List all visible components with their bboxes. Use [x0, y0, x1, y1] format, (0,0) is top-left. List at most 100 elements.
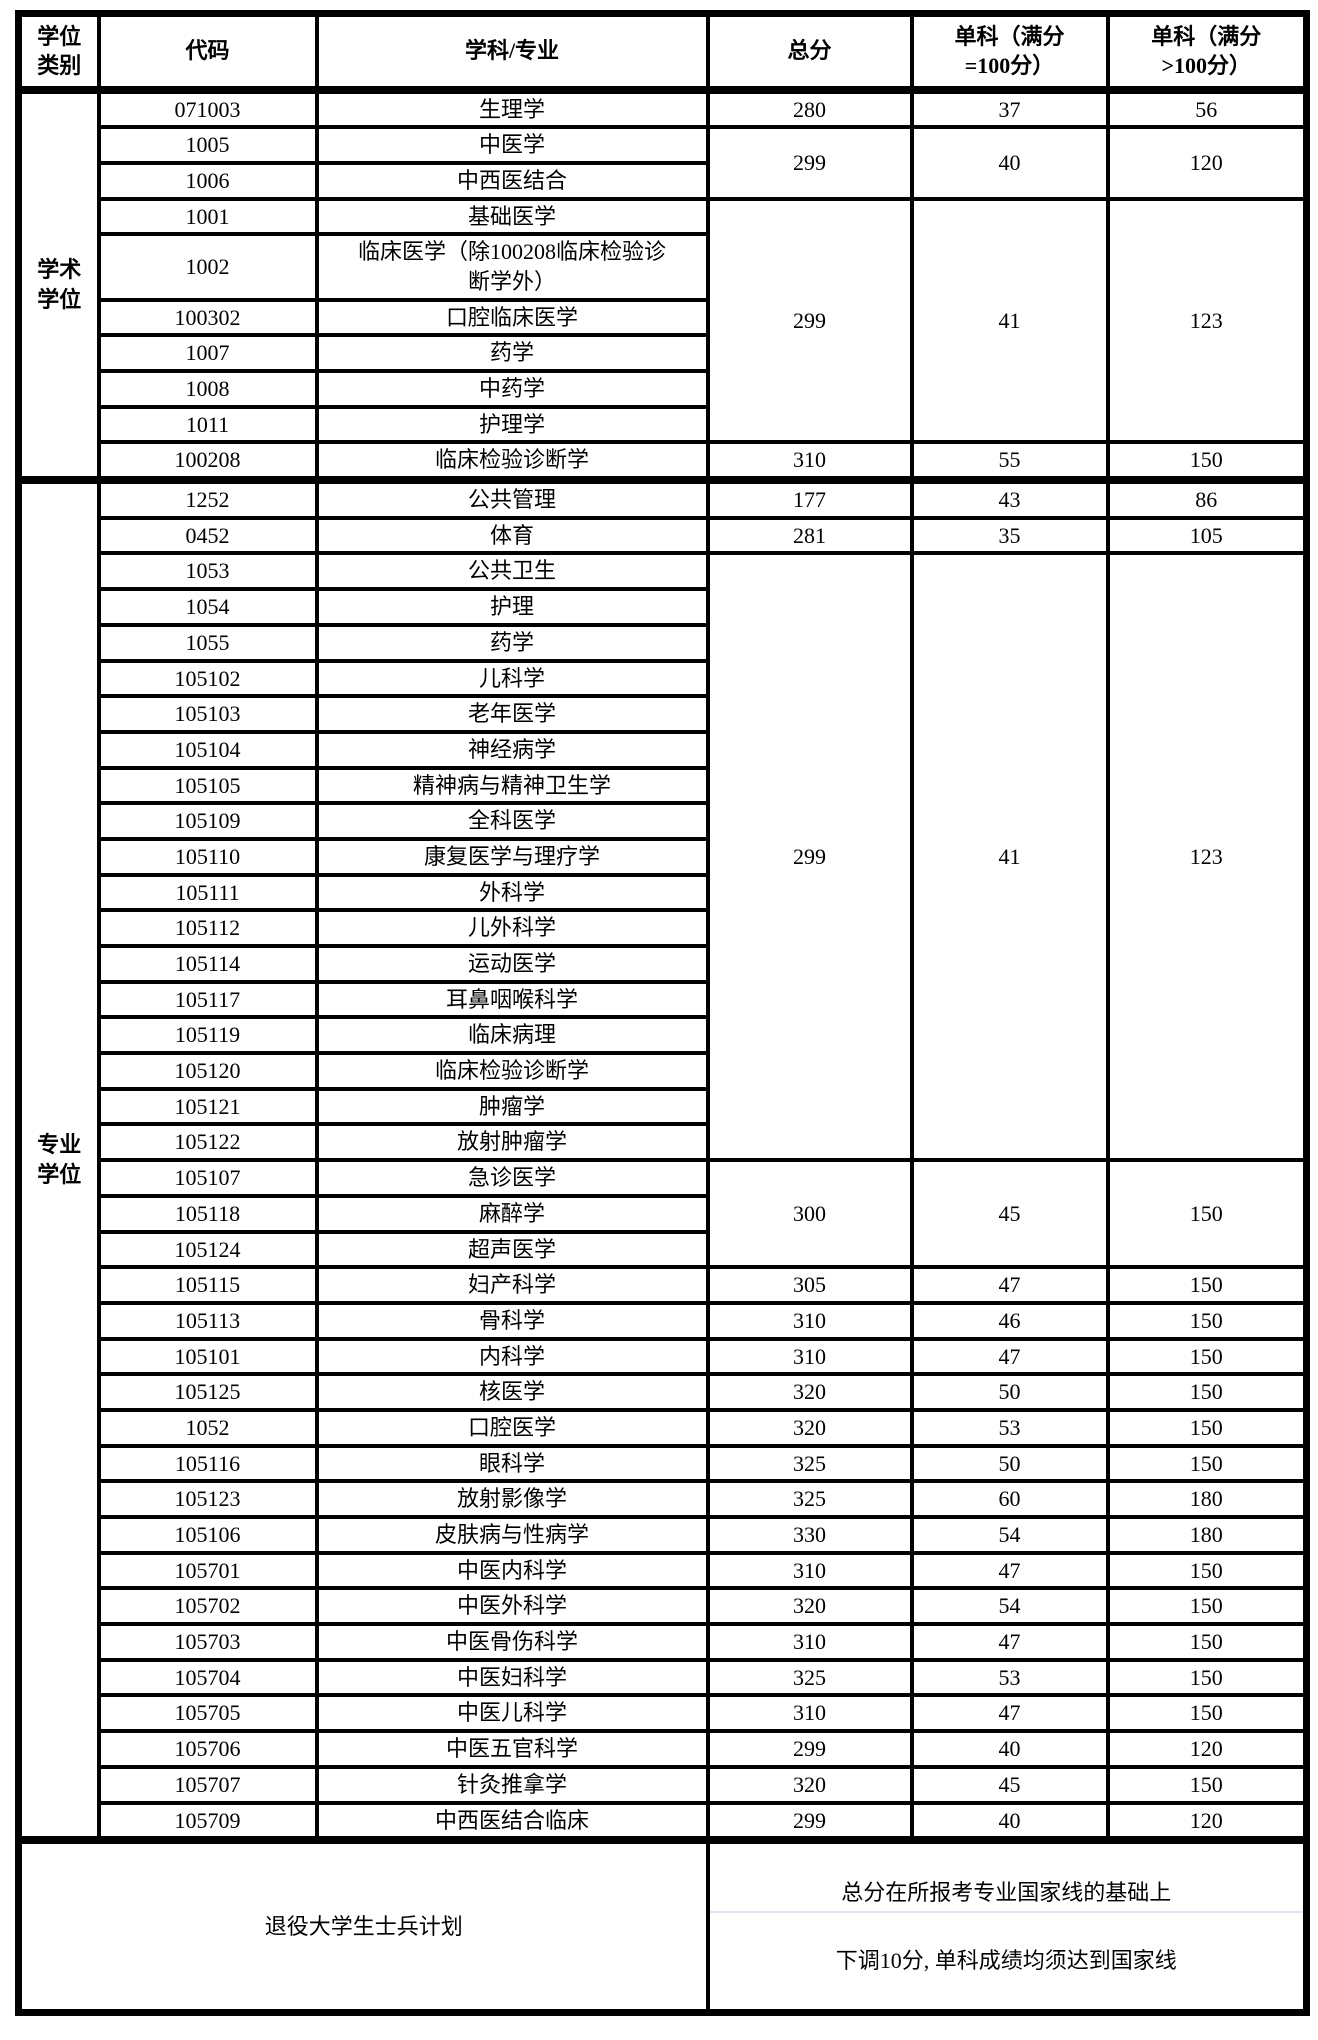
- footer-left-cell: 退役大学生士兵计划: [16, 1836, 710, 2015]
- single-subject-gt100-cell: 150: [1105, 1622, 1309, 1662]
- single-subject-eq100-cell: 47: [909, 1550, 1110, 1591]
- header-major: 学科/专业: [314, 11, 710, 94]
- footer-note-line-1: 总分在所报考专业国家线的基础上: [709, 1874, 1303, 1913]
- total-score-cell: 305: [705, 1265, 914, 1305]
- major-cell: 外科学: [314, 872, 710, 913]
- table-row: 105702 中医外科学 320 54 150: [19, 1586, 1309, 1627]
- table-row: 1052 口腔医学 320 53 150: [19, 1407, 1309, 1448]
- table-row: 105105 精神病与精神卫生学: [19, 765, 1307, 806]
- major-cell: 全科医学: [314, 801, 710, 841]
- total-score-cell: 299: [705, 196, 914, 445]
- single-subject-eq100-cell: 35: [909, 515, 1110, 556]
- code-cell: 105122: [96, 1122, 319, 1163]
- single-subject-gt100-cell: 86: [1105, 476, 1309, 520]
- table-row: 1007 药学: [19, 333, 1307, 373]
- table-header: 学位 类别 代码 学科/专业 总分 单科（满分 =100分） 单科（满分 >10…: [16, 11, 1309, 94]
- total-score-cell: 320: [705, 1764, 914, 1805]
- major-cell: 精神病与精神卫生学: [314, 765, 710, 806]
- table-row: 105110 康复医学与理疗学: [19, 836, 1307, 877]
- major-cell: 超声医学: [314, 1229, 710, 1270]
- table-row: 105107 急诊医学 300 45 150: [19, 1158, 1309, 1270]
- table-row: 105114 运动医学: [19, 944, 1307, 984]
- major-cell: 康复医学与理疗学: [314, 836, 710, 877]
- major-cell: 公共管理: [314, 476, 710, 520]
- major-cell: 急诊医学: [314, 1158, 710, 1198]
- code-cell: 105109: [96, 801, 319, 841]
- single-subject-eq100-cell: 53: [909, 1657, 1110, 1698]
- table-row: 1002 临床医学（除100208临床检验诊 断学外）: [19, 232, 1307, 302]
- code-cell: 105123: [96, 1479, 319, 1519]
- major-cell: 中医外科学: [314, 1586, 710, 1627]
- table-row: 105706 中医五官科学 299 40 120: [19, 1729, 1309, 1769]
- code-cell: 1011: [96, 404, 319, 445]
- single-subject-eq100-cell: 50: [909, 1443, 1110, 1484]
- code-cell: 105118: [96, 1193, 319, 1234]
- table-row: 1011 护理学: [19, 404, 1307, 445]
- table-row: 1054 护理: [19, 587, 1307, 627]
- major-cell: 麻醉学: [314, 1193, 710, 1234]
- total-score-cell: 300: [705, 1158, 914, 1270]
- table-row: 105120 临床检验诊断学: [19, 1051, 1307, 1091]
- code-cell: 105119: [96, 1015, 319, 1056]
- single-subject-eq100-cell: 41: [909, 551, 1110, 1163]
- major-cell: 中药学: [314, 369, 710, 409]
- major-cell: 中西医结合临床: [314, 1800, 710, 1843]
- table-row: 105122 放射肿瘤学: [19, 1122, 1307, 1163]
- major-cell: 骨科学: [314, 1300, 710, 1341]
- major-cell: 临床医学（除100208临床检验诊 断学外）: [314, 232, 710, 302]
- table-row: 100302 口腔临床医学: [19, 297, 1307, 338]
- total-score-cell: 310: [705, 1300, 914, 1341]
- table-row: 105102 儿科学: [19, 658, 1307, 699]
- table-row: 105103 老年医学: [19, 694, 1307, 734]
- total-score-cell: 330: [705, 1515, 914, 1555]
- major-cell: 神经病学: [314, 729, 710, 770]
- table-row: 1001 基础医学 299 41 123: [19, 196, 1309, 445]
- major-cell: 口腔临床医学: [314, 297, 710, 338]
- major-cell: 肿瘤学: [314, 1086, 710, 1127]
- single-subject-gt100-cell: 150: [1105, 1443, 1309, 1484]
- header-total-score: 总分: [705, 11, 914, 94]
- header-single-subject-eq100: 单科（满分 =100分）: [909, 11, 1110, 94]
- total-score-cell: 310: [705, 1336, 914, 1377]
- code-cell: 1055: [96, 622, 319, 663]
- major-cell: 中西医结合: [314, 160, 710, 201]
- major-cell: 中医五官科学: [314, 1729, 710, 1769]
- major-cell: 护理: [314, 587, 710, 627]
- single-subject-gt100-cell: 150: [1105, 1586, 1309, 1627]
- footer-right-cell: 总分在所报考专业国家线的基础上 下调10分, 单科成绩均须达到国家线: [705, 1836, 1309, 2015]
- total-score-cell: 325: [705, 1657, 914, 1698]
- single-subject-eq100-cell: 50: [909, 1372, 1110, 1412]
- code-cell: 1005: [96, 125, 319, 165]
- single-subject-eq100-cell: 54: [909, 1515, 1110, 1555]
- table-row: 105121 肿瘤学: [19, 1086, 1307, 1127]
- footer-note-line-2: 下调10分, 单科成绩均须达到国家线: [835, 1948, 1177, 1974]
- code-cell: 105707: [96, 1764, 319, 1805]
- code-cell: 105103: [96, 694, 319, 734]
- table-row: 105123 放射影像学 325 60 180: [19, 1479, 1309, 1519]
- major-cell: 口腔医学: [314, 1407, 710, 1448]
- major-cell: 临床病理: [314, 1015, 710, 1056]
- single-subject-eq100-cell: 54: [909, 1586, 1110, 1627]
- major-cell: 公共卫生: [314, 551, 710, 592]
- major-cell: 生理学: [314, 85, 710, 130]
- single-subject-eq100-cell: 47: [909, 1265, 1110, 1305]
- table-row: 105117 耳鼻咽喉科学: [19, 979, 1307, 1020]
- single-subject-gt100-cell: 150: [1105, 1550, 1309, 1591]
- major-cell: 药学: [314, 333, 710, 373]
- table-row: 105106 皮肤病与性病学 330 54 180: [19, 1515, 1309, 1555]
- code-cell: 105106: [96, 1515, 319, 1555]
- single-subject-gt100-cell: 150: [1105, 440, 1309, 483]
- table-row: 105112 儿外科学: [19, 908, 1307, 948]
- code-cell: 105101: [96, 1336, 319, 1377]
- score-table: 学位 类别 代码 学科/专业 总分 单科（满分 =100分） 单科（满分 >10…: [15, 10, 1310, 2017]
- code-cell: 105111: [96, 872, 319, 913]
- code-cell: 1006: [96, 160, 319, 201]
- table-row: 105705 中医儿科学 310 47 150: [19, 1693, 1309, 1734]
- code-cell: 1252: [96, 476, 319, 520]
- table-row: 0452 体育 281 35 105: [19, 515, 1309, 556]
- single-subject-gt100-cell: 123: [1105, 196, 1309, 445]
- table-row: 105115 妇产科学 305 47 150: [19, 1265, 1309, 1305]
- header-degree-category: 学位 类别: [16, 11, 101, 94]
- total-score-cell: 325: [705, 1479, 914, 1519]
- code-cell: 105116: [96, 1443, 319, 1484]
